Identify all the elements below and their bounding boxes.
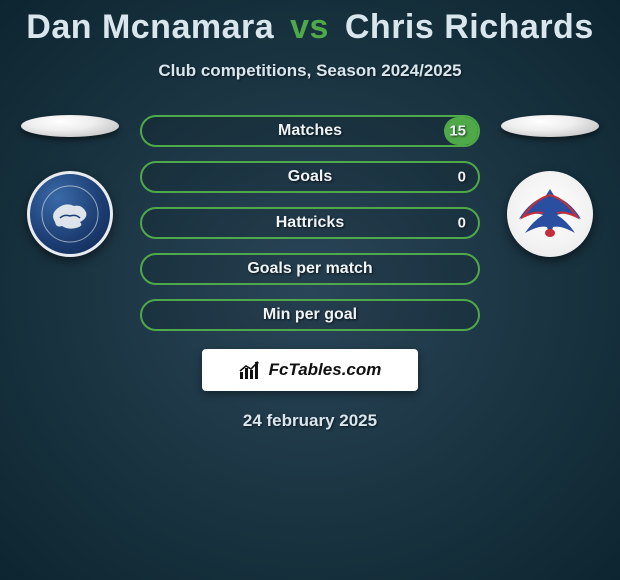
watermark-chart-icon <box>239 360 263 380</box>
stat-bar: Hattricks 0 <box>140 207 480 239</box>
player1-name: Dan Mcnamara <box>26 8 274 46</box>
left-side <box>20 115 120 257</box>
player2-name: Chris Richards <box>345 8 594 46</box>
comparison-title: Dan Mcnamara vs Chris Richards <box>0 0 620 47</box>
crystal-palace-crest-icon <box>507 171 593 257</box>
stat-value-right: 0 <box>458 169 466 186</box>
millwall-lion-icon <box>40 184 100 244</box>
watermark-text: FcTables.com <box>269 360 382 380</box>
stat-bar: Matches 15 <box>140 115 480 147</box>
subtitle: Club competitions, Season 2024/2025 <box>0 61 620 81</box>
left-stone-icon <box>21 115 119 137</box>
content-row: Matches 15 Goals 0 Hattricks 0 Goals per match… <box>0 115 620 331</box>
stat-value-right: 0 <box>458 215 466 232</box>
vs-label: vs <box>290 8 329 46</box>
right-side <box>500 115 600 257</box>
stat-value-right: 15 <box>449 123 466 140</box>
stat-bar: Goals 0 <box>140 161 480 193</box>
stat-label: Goals <box>288 168 332 186</box>
date-label: 24 february 2025 <box>0 411 620 431</box>
stat-label: Goals per match <box>247 260 372 278</box>
stat-label: Min per goal <box>263 306 357 324</box>
stat-bars: Matches 15 Goals 0 Hattricks 0 Goals per match… <box>140 115 480 331</box>
stat-label: Hattricks <box>276 214 344 232</box>
palace-eagle-icon <box>511 175 589 253</box>
stat-label: Matches <box>278 122 342 140</box>
stat-bar: Goals per match <box>140 253 480 285</box>
watermark-box: FcTables.com <box>202 349 418 391</box>
millwall-crest-icon <box>27 171 113 257</box>
stat-bar: Min per goal <box>140 299 480 331</box>
right-stone-icon <box>501 115 599 137</box>
